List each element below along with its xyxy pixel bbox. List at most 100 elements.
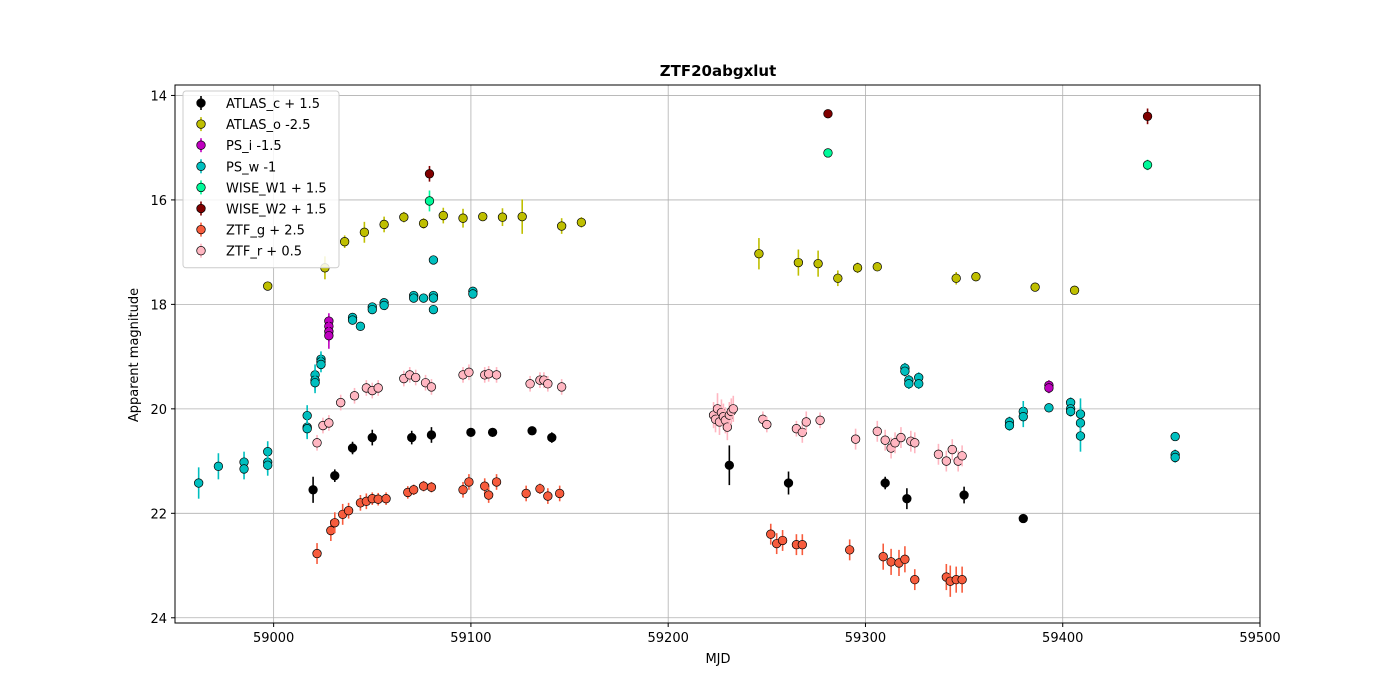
data-point — [213, 461, 224, 471]
legend-marker — [196, 119, 206, 129]
data-point — [381, 494, 391, 504]
data-point — [517, 211, 527, 222]
data-point — [308, 485, 318, 495]
data-point — [428, 293, 439, 303]
data-point — [407, 432, 417, 443]
x-tick-label: 59100 — [450, 631, 491, 646]
legend-label: ATLAS_o -2.5 — [226, 118, 310, 133]
x-tick-label: 59000 — [253, 631, 294, 646]
data-point — [957, 451, 967, 461]
data-point — [783, 478, 794, 488]
legend-item-ztf-r-0-5: ZTF_r + 0.5 — [196, 243, 302, 260]
data-point — [1069, 285, 1080, 295]
data-point — [896, 432, 906, 443]
data-point — [833, 273, 843, 283]
data-point — [525, 379, 535, 389]
data-point — [1142, 111, 1153, 121]
data-point — [349, 391, 360, 401]
data-point — [902, 494, 912, 504]
data-point — [933, 449, 944, 459]
data-point — [484, 490, 494, 500]
x-axis-label: MJD — [705, 652, 730, 667]
data-point — [959, 490, 969, 500]
data-point — [409, 293, 419, 303]
x-tick-label: 59400 — [1042, 631, 1083, 646]
data-point — [797, 427, 807, 437]
data-point — [850, 434, 861, 444]
legend-item-atlas-c-1-5: ATLAS_c + 1.5 — [196, 96, 320, 112]
data-point — [1075, 431, 1086, 441]
data-point — [766, 529, 776, 539]
data-point — [878, 552, 888, 562]
data-point — [302, 424, 312, 434]
legend-marker — [196, 182, 206, 193]
legend-marker — [196, 203, 206, 214]
data-point — [1044, 403, 1054, 413]
data-point — [379, 219, 389, 230]
data-point — [910, 574, 920, 585]
x-tick-label: 59200 — [648, 631, 689, 646]
data-point — [491, 477, 502, 487]
legend-label: PS_i -1.5 — [226, 139, 282, 154]
data-point — [724, 460, 734, 470]
data-point — [1030, 282, 1040, 292]
series-atlas-o-2-5 — [263, 199, 1080, 295]
data-point — [1044, 383, 1054, 393]
y-tick-label: 24 — [150, 612, 167, 627]
data-point — [324, 331, 334, 341]
series-ps-w-1 — [194, 255, 1180, 499]
legend: ATLAS_c + 1.5 ATLAS_o -2.5 PS_i -1.5 PS_w -… — [182, 90, 340, 269]
legend-label: PS_w -1 — [226, 160, 276, 175]
data-point — [910, 438, 920, 448]
data-point — [373, 383, 383, 393]
data-point — [762, 419, 772, 430]
data-point — [326, 525, 336, 536]
data-point — [458, 485, 468, 495]
legend-item-atlas-o-2-5: ATLAS_o -2.5 — [196, 117, 310, 133]
data-point — [367, 432, 377, 443]
data-point — [1018, 513, 1028, 524]
data-point — [852, 263, 863, 273]
legend-marker — [196, 98, 206, 108]
data-point — [793, 257, 804, 268]
x-tick-label: 59300 — [845, 631, 886, 646]
x-tick-label: 59500 — [1239, 631, 1280, 646]
legend-marker — [196, 246, 206, 256]
data-point — [418, 481, 429, 491]
data-point — [424, 196, 435, 206]
data-point — [379, 300, 389, 311]
data-point — [555, 488, 565, 499]
legend-box — [182, 90, 340, 269]
series-wise-w2-1-5 — [424, 108, 1153, 182]
legend-item-ps-i-1-5: PS_i -1.5 — [196, 138, 282, 154]
series-wise-w1-1-5 — [424, 148, 1153, 212]
data-point — [480, 481, 490, 491]
data-point — [424, 169, 435, 179]
data-point — [466, 427, 476, 437]
data-point — [557, 382, 567, 392]
data-point — [487, 427, 498, 437]
data-point — [904, 379, 914, 389]
legend-item-ztf-g-2-5: ZTF_g + 2.5 — [196, 222, 305, 239]
data-point — [343, 506, 354, 516]
legend-item-ps-w-1: PS_w -1 — [196, 159, 276, 175]
data-point — [484, 369, 494, 379]
data-point — [347, 315, 358, 325]
legend-marker — [196, 161, 206, 171]
legend-label: WISE_W2 + 1.5 — [226, 203, 327, 218]
data-point — [900, 554, 910, 564]
legend-item-wise-w2-1-5: WISE_W2 + 1.5 — [196, 201, 327, 218]
data-point — [957, 574, 967, 585]
data-point — [823, 148, 833, 158]
data-point — [845, 545, 855, 555]
data-point — [458, 213, 468, 223]
data-point — [359, 227, 370, 237]
data-point — [801, 417, 811, 427]
series-atlas-c-1-5 — [308, 426, 1028, 524]
data-point — [872, 426, 882, 436]
data-point — [491, 370, 502, 380]
data-point — [426, 482, 437, 492]
data-point — [355, 321, 366, 331]
legend-marker — [196, 140, 206, 150]
